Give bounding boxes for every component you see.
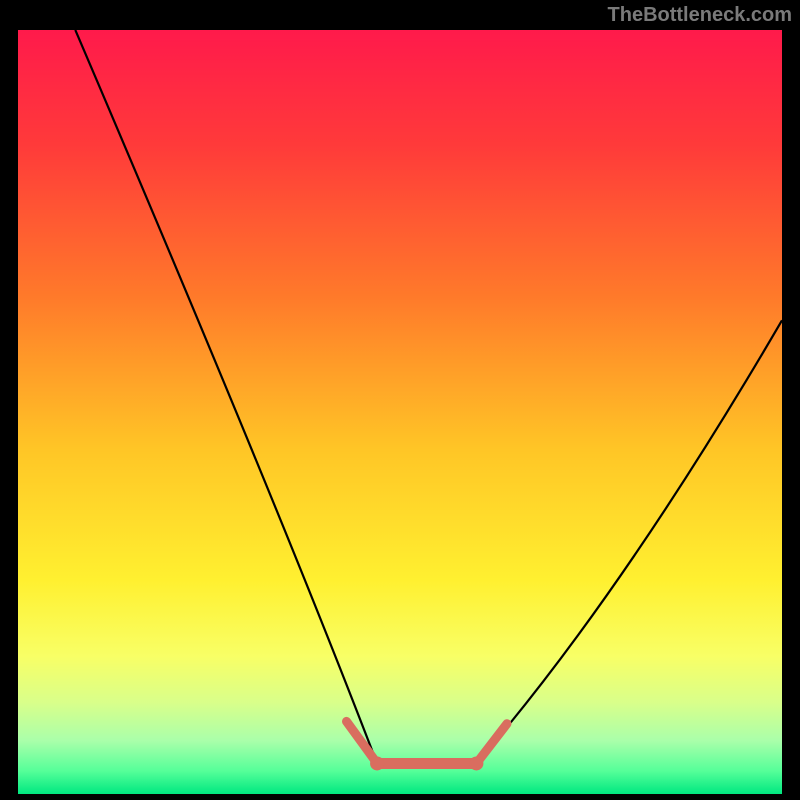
end-cap-0 bbox=[370, 756, 384, 770]
bottleneck-v-curve-chart bbox=[18, 30, 782, 794]
plot-area bbox=[18, 30, 782, 794]
chart-container: { "watermark": { "text": "TheBottleneck.… bbox=[0, 0, 800, 800]
end-cap-1 bbox=[469, 756, 483, 770]
watermark-text: TheBottleneck.com bbox=[608, 4, 792, 27]
